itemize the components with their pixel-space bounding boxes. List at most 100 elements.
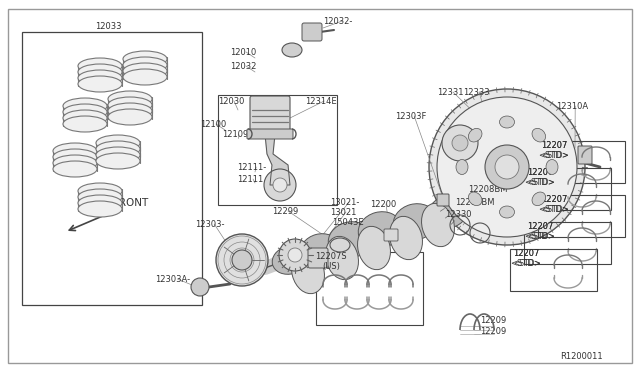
Ellipse shape xyxy=(96,135,140,151)
Ellipse shape xyxy=(78,189,122,205)
Text: <STD>: <STD> xyxy=(510,259,541,268)
Ellipse shape xyxy=(422,203,454,247)
Text: 12303F: 12303F xyxy=(395,112,426,121)
Ellipse shape xyxy=(292,250,324,294)
Ellipse shape xyxy=(53,149,97,165)
Ellipse shape xyxy=(78,58,122,74)
Ellipse shape xyxy=(96,141,140,157)
Circle shape xyxy=(288,248,302,262)
Ellipse shape xyxy=(53,143,97,159)
Text: 12331: 12331 xyxy=(437,88,463,97)
Circle shape xyxy=(279,239,311,271)
Text: 12207: 12207 xyxy=(527,222,554,231)
Ellipse shape xyxy=(108,91,152,107)
Text: 12207: 12207 xyxy=(541,195,568,204)
Ellipse shape xyxy=(78,195,122,211)
Ellipse shape xyxy=(499,116,515,128)
Bar xyxy=(22,32,202,305)
Text: 12330: 12330 xyxy=(445,210,472,219)
Ellipse shape xyxy=(96,147,140,163)
Ellipse shape xyxy=(282,43,302,57)
Text: 12314E: 12314E xyxy=(305,97,337,106)
Text: (US): (US) xyxy=(322,262,340,271)
Ellipse shape xyxy=(499,206,515,218)
Ellipse shape xyxy=(123,51,167,67)
Bar xyxy=(524,168,611,210)
Circle shape xyxy=(264,169,296,201)
Text: 12299: 12299 xyxy=(272,207,298,216)
Ellipse shape xyxy=(272,246,308,274)
Text: 12209: 12209 xyxy=(480,327,506,336)
Text: 12032-: 12032- xyxy=(323,17,353,26)
Ellipse shape xyxy=(468,128,482,142)
Text: 12303A-: 12303A- xyxy=(155,275,190,284)
Ellipse shape xyxy=(123,57,167,73)
Text: FRONT: FRONT xyxy=(113,198,148,208)
Polygon shape xyxy=(265,134,290,185)
Ellipse shape xyxy=(108,103,152,119)
Text: 15043E: 15043E xyxy=(332,218,364,227)
FancyBboxPatch shape xyxy=(384,229,398,241)
Ellipse shape xyxy=(330,238,350,252)
Text: 12033: 12033 xyxy=(95,22,122,31)
FancyBboxPatch shape xyxy=(578,146,592,164)
Text: 12200: 12200 xyxy=(370,200,396,209)
Ellipse shape xyxy=(78,76,122,92)
Text: <STD>: <STD> xyxy=(538,151,569,160)
Bar xyxy=(218,95,337,205)
Ellipse shape xyxy=(78,64,122,80)
FancyBboxPatch shape xyxy=(308,248,328,268)
FancyBboxPatch shape xyxy=(302,23,322,41)
Text: 12030: 12030 xyxy=(218,97,244,106)
Ellipse shape xyxy=(457,184,493,212)
Ellipse shape xyxy=(326,236,358,280)
Text: <STD>: <STD> xyxy=(527,178,555,187)
Circle shape xyxy=(495,155,519,179)
Ellipse shape xyxy=(232,250,252,270)
Ellipse shape xyxy=(216,234,268,286)
Text: 12303-: 12303- xyxy=(195,220,225,229)
Circle shape xyxy=(437,97,577,237)
Circle shape xyxy=(452,135,468,151)
Ellipse shape xyxy=(53,155,97,171)
Bar xyxy=(538,141,625,183)
Ellipse shape xyxy=(358,226,390,270)
Text: <STD>: <STD> xyxy=(513,259,541,268)
Text: <STD>: <STD> xyxy=(527,232,555,241)
Ellipse shape xyxy=(532,192,546,206)
Ellipse shape xyxy=(78,70,122,86)
Text: 13021: 13021 xyxy=(330,208,356,217)
Text: 12207S: 12207S xyxy=(315,252,347,261)
Circle shape xyxy=(429,89,585,245)
Text: 12207: 12207 xyxy=(527,168,554,177)
Text: 12109: 12109 xyxy=(222,130,248,139)
Circle shape xyxy=(485,145,529,189)
Text: 12100: 12100 xyxy=(200,120,227,129)
Text: R1200011: R1200011 xyxy=(560,352,603,361)
Circle shape xyxy=(442,125,478,161)
Circle shape xyxy=(191,278,209,296)
Text: <STD>: <STD> xyxy=(541,205,569,214)
Text: <STD>: <STD> xyxy=(524,232,555,241)
Ellipse shape xyxy=(123,69,167,85)
Text: 12209: 12209 xyxy=(480,316,506,325)
Text: 12207: 12207 xyxy=(527,168,554,177)
Bar xyxy=(524,222,611,264)
Text: 12207: 12207 xyxy=(527,222,554,231)
Ellipse shape xyxy=(63,110,107,126)
Text: 12032: 12032 xyxy=(230,62,257,71)
Ellipse shape xyxy=(63,98,107,114)
Ellipse shape xyxy=(63,104,107,120)
Text: 12208BM: 12208BM xyxy=(455,198,495,207)
Ellipse shape xyxy=(393,204,436,240)
Text: 12207: 12207 xyxy=(513,249,540,258)
Ellipse shape xyxy=(108,109,152,125)
Text: <STD>: <STD> xyxy=(538,205,569,214)
Text: 12207: 12207 xyxy=(513,249,540,258)
Ellipse shape xyxy=(428,196,468,228)
Ellipse shape xyxy=(300,234,340,266)
FancyBboxPatch shape xyxy=(250,96,290,132)
Text: 12207: 12207 xyxy=(541,195,568,204)
Ellipse shape xyxy=(96,153,140,169)
Text: <STD>: <STD> xyxy=(541,151,569,160)
